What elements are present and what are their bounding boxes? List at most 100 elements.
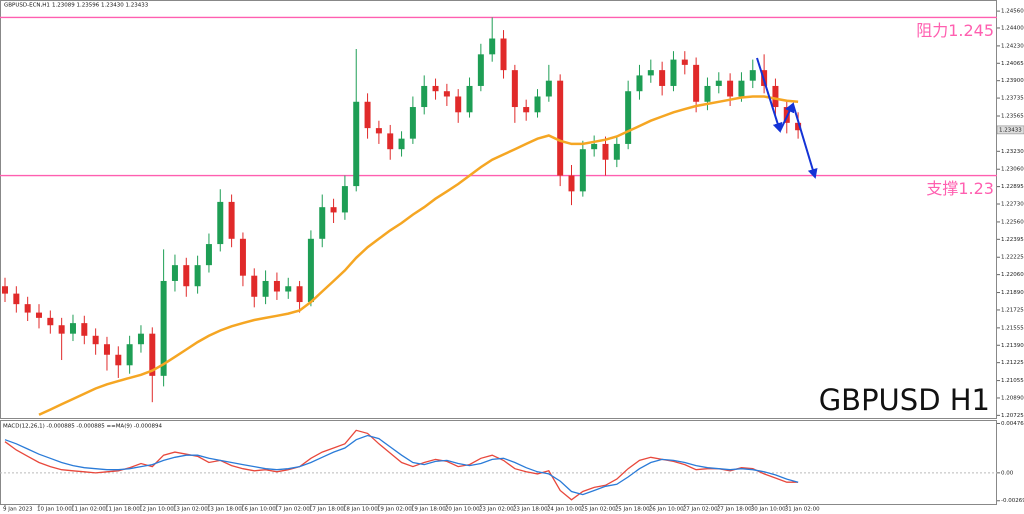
candle-body [341, 186, 348, 213]
candle-body [466, 85, 473, 113]
candle-body [2, 286, 8, 294]
x-tick-label: 20 Jan 10:00 [445, 507, 480, 513]
y-tick-label: -0.00269 [1001, 498, 1024, 504]
y-tick-label: 1.22560 [1001, 219, 1024, 225]
candle-body [183, 265, 190, 287]
candle-body [364, 101, 371, 129]
x-tick-label: 13 Jan 02:00 [173, 507, 208, 513]
candle-body [659, 70, 666, 86]
x-tick-label: 11 Jan 02:00 [71, 507, 106, 513]
arrow [779, 102, 795, 132]
candle-body [398, 138, 405, 150]
macd-line [4, 429, 799, 501]
chart-subtitle: 1.23089 1.23596 1.23430 1.23433 [52, 3, 149, 9]
y-tick-label: 1.23060 [1001, 167, 1024, 173]
candle-body [307, 238, 314, 303]
candle-body [477, 54, 484, 86]
x-tick-label: 9 Jan 2023 [3, 507, 33, 513]
candle-body [795, 122, 802, 131]
candle-body [217, 201, 224, 245]
candle-body [681, 59, 688, 65]
candle-body [421, 85, 428, 108]
y-tick-label: 1.22225 [1001, 255, 1024, 261]
candle-body [432, 85, 439, 92]
level-label: 支撑1.23 [926, 179, 994, 198]
moving-average [38, 95, 799, 416]
candle-body [69, 323, 76, 334]
candle-body [715, 80, 722, 86]
candle-body [738, 80, 745, 97]
candle-body [273, 280, 280, 292]
candle-body [568, 175, 575, 192]
candle-body [489, 38, 496, 55]
level-label: 阻力1.245 [916, 21, 994, 40]
price-panel [0, 0, 997, 419]
arrow [756, 57, 783, 133]
y-tick-label: 1.23735 [1001, 96, 1024, 102]
y-tick-label: 1.22395 [1001, 237, 1024, 243]
watermark: GBPUSD H1 [819, 383, 990, 417]
y-tick-label: 1.21555 [1001, 325, 1024, 331]
candle-body [511, 70, 518, 108]
macd-line [4, 434, 799, 496]
candle-body [296, 286, 303, 303]
x-tick-label: 12 Jan 10:00 [139, 507, 174, 513]
y-tick-label: 1.20725 [1001, 413, 1024, 419]
x-tick-label: 11 Jan 18:00 [105, 507, 140, 513]
candle-body [319, 207, 326, 239]
x-tick-label: 25 Jan 18:00 [615, 507, 650, 513]
y-tick-label: 1.24230 [1001, 43, 1024, 49]
candle-body [523, 107, 530, 113]
x-tick-label: 31 Jan 02:00 [785, 507, 820, 513]
y-tick-label: 1.22895 [1001, 184, 1024, 190]
y-tick-label: 1.22730 [1001, 202, 1024, 208]
candle-body [24, 304, 31, 313]
candle-body [137, 333, 144, 345]
y-tick-label: 1.24065 [1001, 61, 1024, 67]
x-tick-label: 13 Jan 18:00 [207, 507, 242, 513]
last-price-label: 1.23433 [999, 127, 1022, 133]
candle-body [387, 133, 394, 150]
x-tick-label: 17 Jan 18:00 [309, 507, 344, 513]
candle-body [103, 344, 110, 355]
x-tick-label: 23 Jan 18:00 [513, 507, 548, 513]
candle-body [47, 317, 54, 326]
candle-body [171, 265, 178, 281]
candle-body [409, 107, 416, 139]
candle-body [58, 325, 65, 334]
y-tick-label: 0.00 [1001, 470, 1014, 476]
x-tick-label: 30 Jan 10:00 [751, 507, 786, 513]
y-tick-label: 1.23900 [1001, 78, 1024, 84]
y-tick-label: 1.24400 [1001, 25, 1024, 31]
candle-body [636, 75, 643, 92]
y-tick-label: 1.21390 [1001, 343, 1024, 349]
candle-body [228, 201, 235, 239]
x-tick-label: 19 Jan 02:00 [377, 507, 412, 513]
candle-body [670, 59, 677, 86]
candle-body [353, 101, 360, 187]
y-tick-label: 1.24560 [1001, 9, 1024, 15]
candle-body [704, 85, 711, 102]
x-tick-label: 10 Jan 10:00 [37, 507, 72, 513]
x-tick-label: 24 Jan 10:00 [547, 507, 582, 513]
y-tick-label: 1.21890 [1001, 290, 1024, 296]
candle-body [330, 207, 337, 213]
candle-body [647, 70, 654, 76]
candle-body [579, 149, 586, 192]
y-tick-label: 1.21725 [1001, 307, 1024, 313]
y-tick-label: 1.23230 [1001, 149, 1024, 155]
candle-body [262, 280, 269, 297]
candle-body [625, 91, 632, 144]
candle-body [455, 96, 462, 113]
candle-body [285, 286, 292, 292]
candle-body [557, 80, 564, 176]
candle-body [205, 244, 212, 266]
y-tick-label: 1.21055 [1001, 378, 1024, 384]
y-tick-label: 1.23565 [1001, 113, 1024, 119]
x-tick-label: 27 Jan 02:00 [683, 507, 718, 513]
candle-body [251, 275, 258, 297]
candle-body [126, 344, 133, 366]
x-tick-label: 27 Jan 18:00 [717, 507, 752, 513]
candle-body [602, 143, 609, 160]
